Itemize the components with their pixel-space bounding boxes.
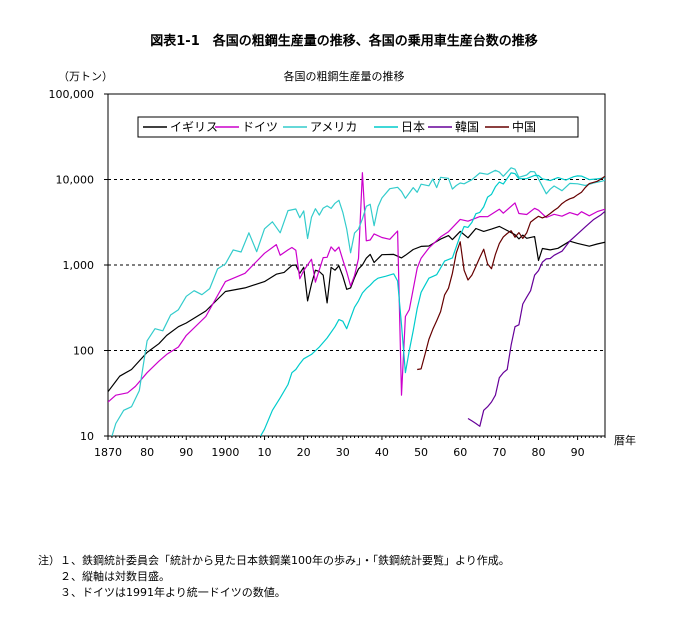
series-line-2 bbox=[111, 167, 605, 436]
legend-box bbox=[137, 116, 579, 138]
x-tick-label: 1870 bbox=[94, 446, 122, 459]
x-tick-label: 20 bbox=[297, 446, 311, 459]
series-line-3 bbox=[259, 172, 605, 436]
legend-label: イギリス bbox=[170, 120, 218, 134]
note-1: 注）１、鉄鋼統計委員会「統計から見た日本鉄鋼業100年の歩み」・「鉄鋼統計要覧」… bbox=[38, 554, 510, 567]
chart-title: 各国の粗鋼生産量の推移 bbox=[283, 70, 405, 83]
x-tick-label: 30 bbox=[336, 446, 350, 459]
series-line-4 bbox=[467, 210, 605, 427]
legend-label: 中国 bbox=[512, 119, 536, 134]
series-line-1 bbox=[108, 172, 605, 403]
x-tick-label: 90 bbox=[179, 446, 193, 459]
x-tick-label: 50 bbox=[414, 446, 428, 459]
note-3: ３、ドイツは1991年より統一ドイツの数値。 bbox=[60, 586, 286, 599]
series-line-0 bbox=[108, 225, 605, 393]
x-tick-label: 60 bbox=[453, 446, 467, 459]
y-tick-label: 100,000 bbox=[49, 88, 95, 101]
x-tick-label: 90 bbox=[571, 446, 585, 459]
y-tick-label: 10,000 bbox=[56, 174, 95, 187]
legend-label: 日本 bbox=[401, 120, 425, 134]
y-tick-label: 100 bbox=[73, 345, 94, 358]
x-tick-label: 80 bbox=[140, 446, 154, 459]
x-tick-label: 80 bbox=[531, 446, 545, 459]
note-2: ２、縦軸は対数目盛。 bbox=[60, 570, 170, 583]
legend: イギリス ドイツ アメリカ 日本 韓国 中国 bbox=[137, 116, 579, 138]
legend-label: ドイツ bbox=[242, 120, 278, 134]
x-tick-label: 40 bbox=[375, 446, 389, 459]
axis-ticks: 10 100 1,000 10,000 100,000 1870 80 90 1900 10 20 3… bbox=[49, 88, 606, 459]
series-lines bbox=[108, 167, 605, 436]
series-line-5 bbox=[417, 175, 605, 371]
figure-title: 図表1-1 各国の粗鋼生産量の推移、各国の乗用車生産台数の推移 bbox=[150, 34, 538, 49]
y-tick-label: 1,000 bbox=[63, 259, 95, 272]
legend-label: 韓国 bbox=[455, 120, 479, 134]
x-tick-label: 1900 bbox=[211, 446, 239, 459]
x-tick-label: 10 bbox=[258, 446, 272, 459]
x-tick-label: 70 bbox=[492, 446, 506, 459]
y-tick-label: 10 bbox=[80, 430, 94, 443]
x-axis-label: 暦年 bbox=[614, 434, 636, 447]
y-unit-label: （万トン） bbox=[58, 70, 113, 83]
legend-label: アメリカ bbox=[310, 120, 357, 134]
